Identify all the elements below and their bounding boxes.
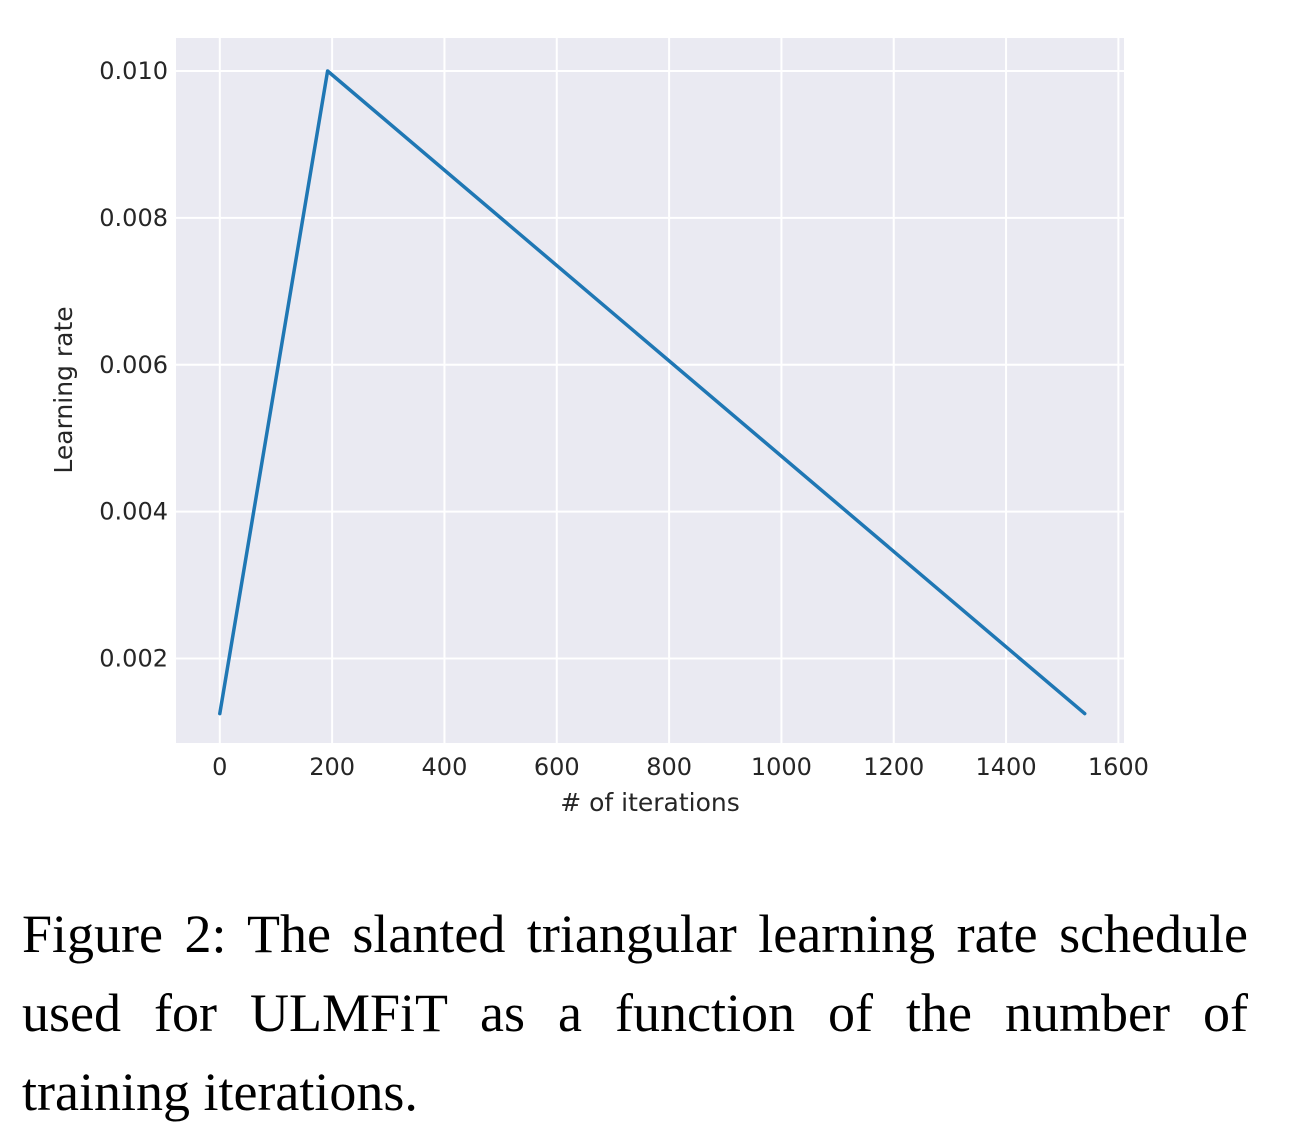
y-tick-label: 0.008 — [99, 204, 168, 232]
y-tick-label: 0.010 — [99, 57, 168, 85]
grid — [176, 38, 1124, 743]
figure-caption: Figure 2: The slanted triangular learnin… — [22, 904, 1248, 1122]
x-tick-label: 200 — [309, 753, 355, 781]
y-tick-label: 0.002 — [99, 645, 168, 673]
chart: 0 200 400 600 800 1000 1200 1400 1600 0.002 0.004… — [49, 38, 1149, 817]
y-axis-label: Learning rate — [49, 306, 78, 473]
x-tick-label: 600 — [534, 753, 580, 781]
data-point — [1083, 712, 1087, 716]
line-series — [218, 69, 1087, 716]
x-tick-label: 1400 — [976, 753, 1037, 781]
data-point — [326, 69, 330, 73]
x-tick-label: 400 — [422, 753, 468, 781]
x-tick-label: 800 — [646, 753, 692, 781]
x-tick-label: 1200 — [863, 753, 924, 781]
y-tick-labels: 0.002 0.004 0.006 0.008 0.010 — [99, 57, 168, 673]
x-tick-label: 1000 — [751, 753, 812, 781]
y-tick-label: 0.004 — [99, 498, 168, 526]
data-point — [218, 712, 222, 716]
y-tick-label: 0.006 — [99, 351, 168, 379]
x-tick-labels: 0 200 400 600 800 1000 1200 1400 1600 — [212, 753, 1149, 781]
x-axis-label: # of iterations — [560, 788, 740, 817]
x-tick-label: 0 — [212, 753, 227, 781]
plot-area — [176, 38, 1124, 743]
x-tick-label: 1600 — [1088, 753, 1149, 781]
